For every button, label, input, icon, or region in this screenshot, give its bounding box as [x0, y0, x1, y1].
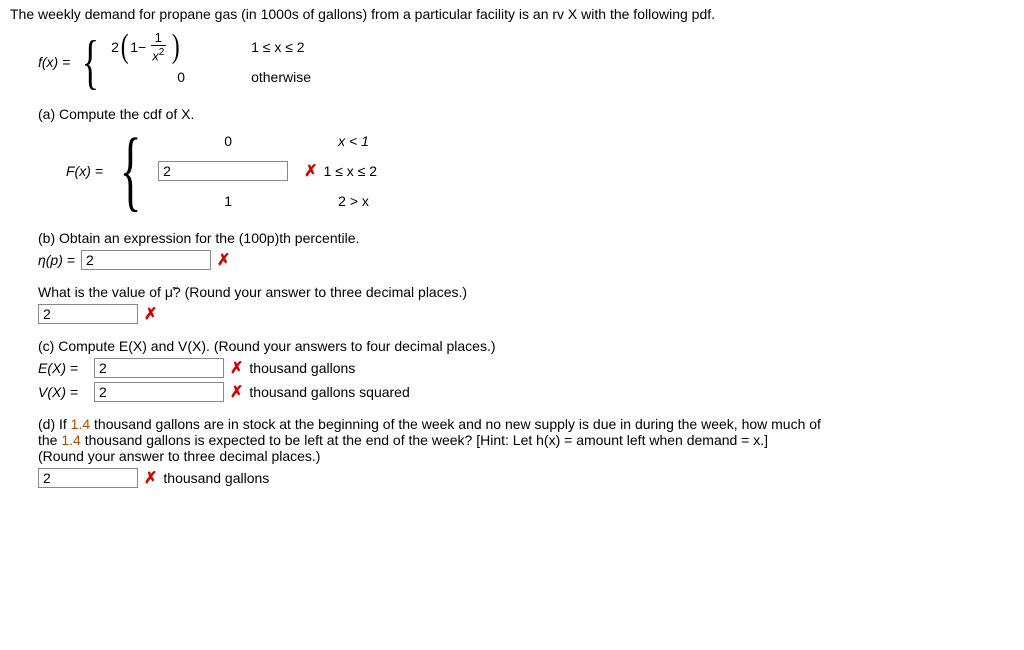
brace-icon: { [82, 32, 99, 92]
cdf-lhs: F(x) = [66, 163, 103, 179]
pdf-coef: 2 [111, 39, 119, 55]
lparen-icon: ( [121, 30, 129, 64]
cdf-row3-expr: 1 [158, 193, 298, 209]
d-num1: 1.4 [71, 416, 90, 432]
part-d-line2: the 1.4 thousand gallons is expected to … [38, 432, 1014, 448]
d-text: (d) If [38, 416, 71, 432]
vx-input[interactable]: 2 [94, 382, 224, 402]
median-question: What is the value of μ̃? (Round your ans… [38, 284, 1014, 300]
wrong-icon: ✗ [144, 468, 157, 488]
pdf-cond2: otherwise [251, 69, 371, 85]
d-text: thousand gallons are in stock at the beg… [90, 416, 821, 432]
cdf-row2-cond: 1 ≤ x ≤ 2 [324, 163, 444, 179]
ex-input[interactable]: 2 [94, 358, 224, 378]
cdf-row3-cond: 2 > x [298, 193, 458, 209]
partd-unit: thousand gallons [163, 470, 269, 486]
frac-num: 1 [151, 31, 166, 46]
d-num2: 1.4 [61, 432, 80, 448]
median-input[interactable]: 2 [38, 304, 138, 324]
part-b-prompt: (b) Obtain an expression for the (100p)t… [38, 230, 1014, 246]
part-a-prompt: (a) Compute the cdf of X. [38, 106, 1014, 122]
frac-den: x2 [148, 46, 168, 63]
problem-intro: The weekly demand for propane gas (in 10… [10, 6, 1014, 22]
pdf-minus: − [138, 39, 146, 55]
vx-lhs: V(X) = [38, 384, 94, 400]
brace-icon: { [120, 126, 142, 216]
pdf-one: 1 [130, 39, 138, 55]
pdf-zero: 0 [111, 69, 251, 85]
d-text: the [38, 432, 61, 448]
part-c-prompt: (c) Compute E(X) and V(X). (Round your a… [38, 338, 1014, 354]
rparen-icon: ) [172, 30, 180, 64]
cdf-middle-input[interactable]: 2 [158, 161, 288, 181]
pdf-fraction: 1 x2 [148, 31, 168, 63]
partd-input[interactable]: 2 [38, 468, 138, 488]
cdf-row1-expr: 0 [158, 133, 298, 149]
pdf-lhs: f(x) = [38, 54, 70, 70]
vx-unit: thousand gallons squared [249, 384, 409, 400]
wrong-icon: ✗ [144, 304, 157, 324]
pdf-cond1: 1 ≤ x ≤ 2 [251, 39, 371, 55]
eta-lhs: η(p) = [38, 252, 75, 268]
wrong-icon: ✗ [230, 358, 243, 378]
eta-input[interactable]: 2 [81, 250, 211, 270]
cdf-definition: F(x) = { 0 x < 1 2 ✗ 1 ≤ x ≤ 2 1 2 > x [66, 126, 1014, 216]
part-d-line3: (Round your answer to three decimal plac… [38, 448, 1014, 464]
pdf-definition: f(x) = { 2 ( 1 − 1 x2 ) 1 ≤ x ≤ 2 0 othe… [38, 32, 1014, 92]
wrong-icon: ✗ [304, 161, 317, 181]
part-d-line1: (d) If 1.4 thousand gallons are in stock… [38, 416, 1014, 432]
wrong-icon: ✗ [217, 250, 230, 270]
cdf-row1-cond: x < 1 [338, 133, 369, 149]
frac-den-exp: 2 [159, 47, 165, 58]
ex-unit: thousand gallons [249, 360, 355, 376]
wrong-icon: ✗ [230, 382, 243, 402]
ex-lhs: E(X) = [38, 360, 94, 376]
d-text: thousand gallons is expected to be left … [81, 432, 768, 448]
